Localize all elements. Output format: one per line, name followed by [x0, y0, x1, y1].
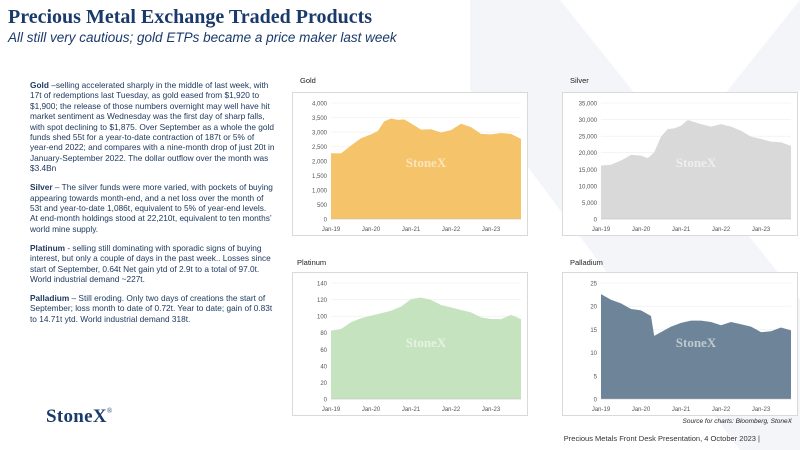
chart-watermark: StoneX	[676, 335, 717, 350]
platinum-chart-svg: 0 20 40 60 80 100 120 140 StoneX Jan-19 Jan-20 Jan-…	[317, 282, 521, 413]
y-tick-label: 3,500	[312, 116, 328, 122]
platinum-lead: Platinum	[30, 242, 66, 253]
x-tick-label: Jan-21	[672, 227, 691, 233]
silver-text: – The silver funds were more varied, wit…	[30, 182, 273, 234]
x-tick-label: Jan-20	[632, 227, 651, 233]
logo-registered-mark: ®	[106, 407, 113, 415]
logo-text: StoneX	[46, 406, 107, 427]
x-tick-label: Jan-21	[402, 407, 421, 413]
silver-lead: Silver	[30, 182, 53, 193]
y-tick-label: 0	[594, 398, 598, 404]
palladium-chart-title: Palladium	[570, 258, 603, 267]
y-tick-label: 5	[594, 374, 598, 380]
palladium-chart-plot: 0 5 10 15 20 25 StoneX Jan-19 Jan-20 Jan-21 Jan-22…	[562, 272, 798, 416]
x-tick-label: Jan-22	[442, 407, 461, 413]
x-tick-label: Jan-23	[752, 227, 771, 233]
y-tick-label: 20	[590, 305, 597, 311]
x-tick-label: Jan-20	[632, 407, 651, 413]
gold-lead: Gold	[30, 80, 49, 90]
x-tick-label: Jan-21	[402, 227, 421, 233]
x-tick-label: Jan-19	[592, 407, 611, 413]
gold-text: –selling accelerated sharply in the midd…	[30, 80, 275, 174]
x-tick-label: Jan-23	[752, 407, 771, 413]
area-series	[331, 297, 521, 399]
palladium-paragraph: Palladium – Still eroding. Only two days…	[30, 293, 275, 324]
chart-watermark: StoneX	[406, 155, 447, 170]
palladium-lead: Palladium	[30, 292, 70, 303]
y-tick-label: 15,000	[579, 168, 598, 174]
x-tick-label: Jan-19	[322, 227, 341, 233]
platinum-text: - selling still dominating with sporadic…	[30, 242, 271, 284]
chart-watermark: StoneX	[676, 155, 717, 170]
y-tick-label: 0	[594, 218, 598, 224]
y-tick-label: 25	[590, 282, 597, 288]
platinum-chart-title: Platinum	[297, 258, 327, 267]
gold-chart-plot: 0 500 1,000 1,500 2,000 2,500 3,000 3,500 4,000 S…	[292, 92, 528, 236]
y-tick-label: 40	[320, 364, 327, 370]
y-tick-label: 140	[317, 282, 328, 288]
palladium-chart-svg: 0 5 10 15 20 25 StoneX Jan-19 Jan-20 Jan-21 Jan-22…	[590, 282, 791, 413]
y-tick-label: 2,500	[312, 145, 328, 151]
area-series	[601, 294, 791, 399]
x-tick-label: Jan-20	[362, 227, 381, 233]
x-tick-label: Jan-22	[442, 227, 461, 233]
y-tick-label: 80	[320, 331, 327, 337]
y-tick-label: 60	[320, 348, 327, 354]
silver-chart-title: Silver	[570, 76, 589, 85]
y-tick-label: 100	[317, 315, 328, 321]
platinum-paragraph: Platinum - selling still dominating with…	[30, 243, 275, 285]
y-tick-label: 0	[324, 218, 328, 224]
x-tick-label: Jan-19	[322, 407, 341, 413]
y-tick-label: 4,000	[312, 102, 328, 108]
x-tick-label: Jan-22	[712, 227, 731, 233]
y-tick-label: 25,000	[579, 135, 598, 141]
commentary-text: Gold –selling accelerated sharply in the…	[30, 80, 275, 333]
page-subtitle: All still very cautious; gold ETPs becam…	[8, 30, 397, 45]
y-tick-label: 120	[317, 298, 328, 304]
x-tick-label: Jan-20	[362, 407, 381, 413]
y-tick-label: 2,000	[312, 160, 328, 166]
stonex-logo: StoneX®	[46, 406, 113, 428]
y-tick-label: 5,000	[582, 201, 598, 207]
area-series	[601, 120, 791, 219]
y-tick-label: 0	[324, 398, 328, 404]
y-tick-label: 500	[317, 203, 328, 209]
gold-chart-panel: Gold 0 500 1,000 1,500 2,000 2,500 3,000 3,500 4…	[292, 76, 528, 236]
silver-chart-svg: 0 5,000 10,000 15,000 20,000 25,000 30,000 35,0…	[579, 102, 791, 233]
y-tick-label: 35,000	[579, 102, 598, 108]
y-tick-label: 1,500	[312, 174, 328, 180]
palladium-chart-panel: Palladium 0 5 10 15 20 25 StoneX Jan-19 Jan-20 Ja…	[562, 258, 798, 416]
y-tick-label: 20	[320, 381, 327, 387]
area-series	[331, 118, 521, 219]
gold-paragraph: Gold –selling accelerated sharply in the…	[30, 80, 275, 174]
y-tick-label: 30,000	[579, 118, 598, 124]
chart-source-note: Source for charts: Bloomberg, StoneX	[682, 418, 792, 425]
silver-chart-panel: Silver 0 5,000 10,000 15,000 20,000 25,000 30,…	[562, 76, 798, 236]
y-tick-label: 10	[590, 351, 597, 357]
platinum-chart-panel: Platinum 0 20 40 60 80 100 120 140 StoneX Jan-19 J…	[292, 258, 528, 416]
platinum-chart-plot: 0 20 40 60 80 100 120 140 StoneX Jan-19 Jan-20 Jan-…	[292, 272, 528, 416]
y-tick-label: 10,000	[579, 184, 598, 190]
chart-watermark: StoneX	[406, 335, 447, 350]
x-tick-label: Jan-23	[482, 407, 501, 413]
y-tick-label: 3,000	[312, 131, 328, 137]
page-title: Precious Metal Exchange Traded Products	[8, 6, 373, 28]
gold-chart-title: Gold	[300, 76, 316, 85]
x-tick-label: Jan-23	[482, 227, 501, 233]
y-tick-label: 20,000	[579, 151, 598, 157]
y-tick-label: 15	[590, 328, 597, 334]
x-tick-label: Jan-21	[672, 407, 691, 413]
page-footer: Precious Metals Front Desk Presentation,…	[563, 434, 760, 443]
palladium-text: – Still eroding. Only two days of creati…	[30, 292, 273, 324]
x-tick-label: Jan-19	[592, 227, 611, 233]
silver-paragraph: Silver – The silver funds were more vari…	[30, 182, 275, 234]
x-tick-label: Jan-22	[712, 407, 731, 413]
gold-chart-svg: 0 500 1,000 1,500 2,000 2,500 3,000 3,500 4,000 S…	[312, 102, 521, 233]
silver-chart-plot: 0 5,000 10,000 15,000 20,000 25,000 30,000 35,0…	[562, 92, 798, 236]
y-tick-label: 1,000	[312, 189, 328, 195]
